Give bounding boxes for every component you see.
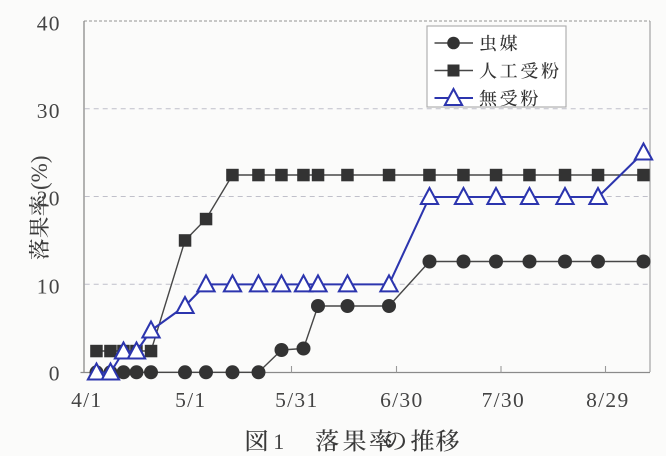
svg-text:5/1: 5/1 xyxy=(175,388,206,412)
svg-text:7/30: 7/30 xyxy=(482,388,525,412)
svg-text:6/30: 6/30 xyxy=(380,388,423,412)
svg-text:10: 10 xyxy=(37,275,61,299)
svg-text:5/31: 5/31 xyxy=(275,388,318,412)
svg-text:20: 20 xyxy=(37,187,61,211)
svg-text:40: 40 xyxy=(37,12,61,36)
svg-text:8/29: 8/29 xyxy=(586,388,629,412)
svg-text:(%): (%) xyxy=(27,156,52,190)
svg-text:1: 1 xyxy=(273,429,284,454)
svg-text:4/1: 4/1 xyxy=(71,388,102,412)
svg-text:30: 30 xyxy=(37,99,61,123)
svg-text:0: 0 xyxy=(49,362,61,386)
